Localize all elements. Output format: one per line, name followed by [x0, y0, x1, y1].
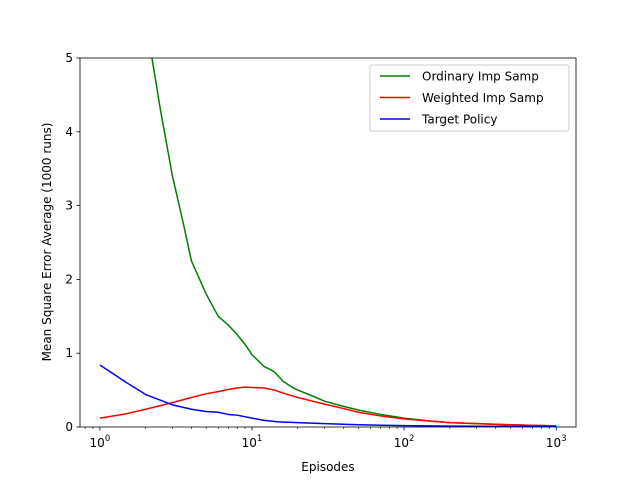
series-line-1	[99, 386, 557, 427]
y-tick-label: 5	[65, 51, 73, 65]
y-tick-label: 4	[65, 125, 73, 139]
legend-label-2: Target Policy	[421, 113, 497, 127]
series-lines	[99, 58, 557, 427]
legend-label-1: Weighted Imp Samp	[422, 91, 544, 105]
y-tick-label: 3	[65, 199, 73, 213]
x-tick-label: 101	[242, 434, 263, 450]
x-tick-label: 100	[90, 434, 111, 450]
series-layer	[99, 58, 557, 427]
series-line-2	[99, 364, 557, 427]
x-tick-label: 103	[546, 434, 567, 450]
legend: Ordinary Imp Samp Weighted Imp Samp Target…	[369, 64, 570, 132]
y-tick-label: 1	[65, 346, 73, 360]
y-axis-label: Mean Square Error Average (1000 runs)	[40, 123, 54, 362]
legend-label-0: Ordinary Imp Samp	[422, 70, 539, 84]
x-axis-label: Episodes	[301, 460, 354, 474]
axes-layer: 0 1 2 3 4 5 100 101 102 103	[65, 51, 577, 450]
legend-box	[369, 64, 570, 132]
plot-frame	[79, 57, 577, 428]
x-tick-label: 102	[394, 434, 415, 450]
y-tick-label: 0	[65, 420, 73, 434]
y-tick-label: 2	[65, 272, 73, 286]
